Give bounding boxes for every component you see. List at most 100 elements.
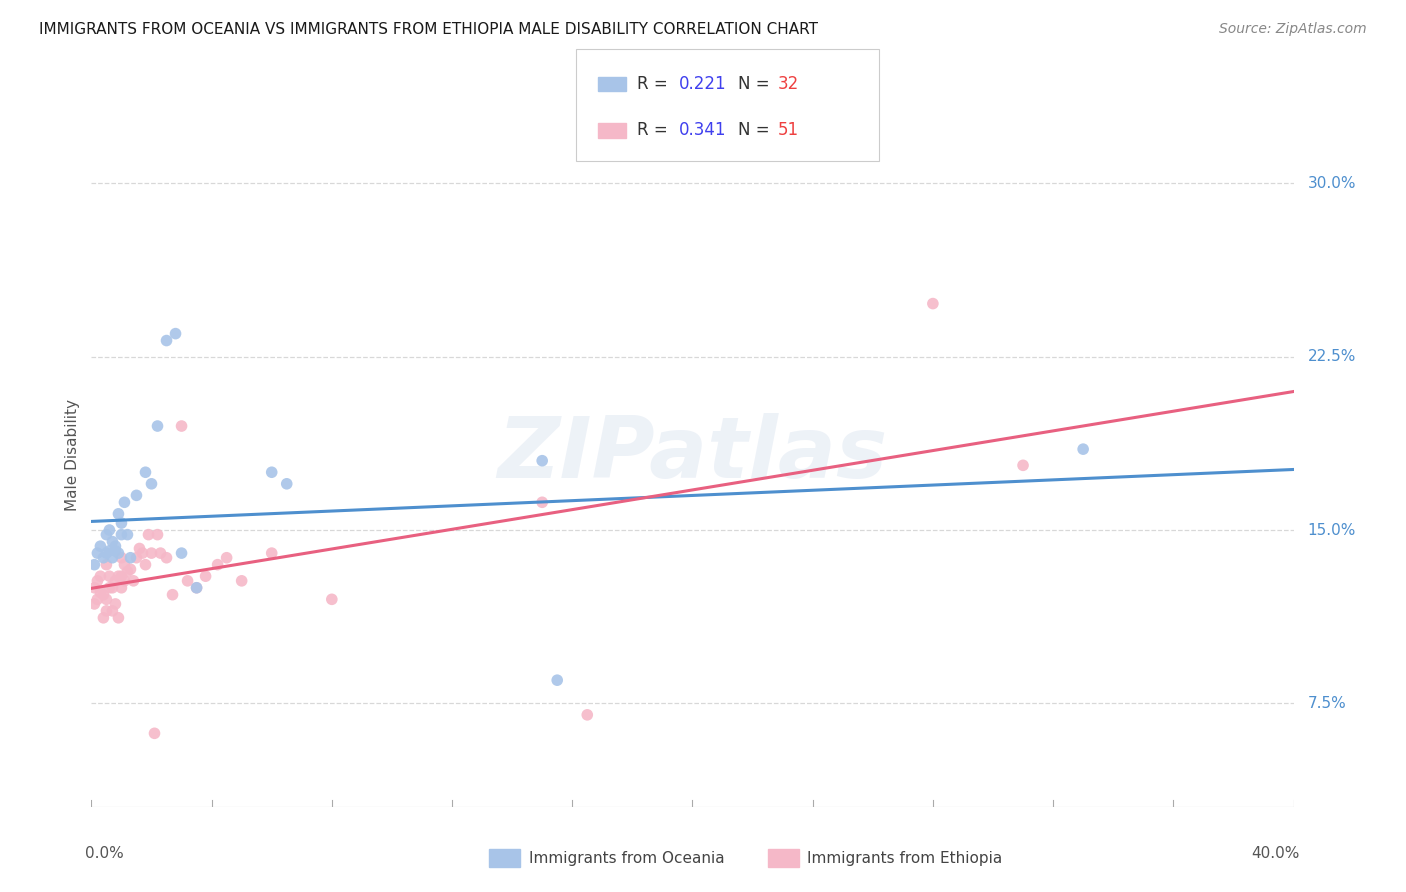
- Point: [134, 465, 156, 479]
- Point: [143, 726, 166, 740]
- Point: [96, 546, 118, 560]
- Point: [531, 453, 554, 467]
- Text: IMMIGRANTS FROM OCEANIA VS IMMIGRANTS FROM ETHIOPIA MALE DISABILITY CORRELATION : IMMIGRANTS FROM OCEANIA VS IMMIGRANTS FR…: [39, 22, 818, 37]
- Text: 0.0%: 0.0%: [86, 846, 124, 861]
- Point: [101, 550, 124, 565]
- Point: [186, 581, 208, 595]
- Point: [96, 527, 118, 541]
- Point: [117, 527, 139, 541]
- Point: [83, 581, 105, 595]
- Point: [117, 565, 139, 579]
- Text: 40.0%: 40.0%: [1251, 846, 1299, 861]
- Point: [89, 569, 111, 583]
- Point: [138, 527, 160, 541]
- Point: [104, 597, 127, 611]
- Text: 15.0%: 15.0%: [1308, 523, 1355, 538]
- Point: [110, 550, 132, 565]
- Point: [98, 543, 121, 558]
- Text: Source: ZipAtlas.com: Source: ZipAtlas.com: [1219, 22, 1367, 37]
- Point: [546, 673, 568, 688]
- Point: [120, 550, 142, 565]
- Point: [260, 546, 283, 560]
- Point: [86, 592, 108, 607]
- Text: 0.221: 0.221: [679, 75, 727, 94]
- Point: [1071, 442, 1094, 457]
- Text: N =: N =: [738, 75, 775, 94]
- Text: 0.341: 0.341: [679, 121, 727, 139]
- Point: [155, 334, 177, 348]
- Text: R =: R =: [637, 75, 673, 94]
- Point: [321, 592, 343, 607]
- Point: [155, 550, 177, 565]
- Point: [114, 558, 136, 572]
- Point: [231, 574, 253, 588]
- Point: [146, 419, 169, 434]
- Point: [86, 574, 108, 588]
- Text: Immigrants from Ethiopia: Immigrants from Ethiopia: [807, 851, 1002, 865]
- Point: [101, 604, 124, 618]
- Point: [110, 516, 132, 530]
- Point: [125, 550, 148, 565]
- Point: [101, 581, 124, 595]
- Text: 30.0%: 30.0%: [1308, 176, 1355, 191]
- Point: [107, 569, 129, 583]
- Point: [128, 541, 150, 556]
- Point: [141, 476, 163, 491]
- Point: [134, 558, 156, 572]
- Text: 7.5%: 7.5%: [1308, 696, 1346, 711]
- Text: N =: N =: [738, 121, 775, 139]
- Point: [114, 495, 136, 509]
- Point: [110, 581, 132, 595]
- Point: [83, 597, 105, 611]
- Point: [276, 476, 298, 491]
- Point: [162, 588, 184, 602]
- Point: [86, 546, 108, 560]
- Point: [125, 488, 148, 502]
- Point: [89, 585, 111, 599]
- Point: [141, 546, 163, 560]
- Point: [170, 419, 193, 434]
- Point: [207, 558, 229, 572]
- Text: R =: R =: [637, 121, 673, 139]
- Point: [149, 546, 172, 560]
- Text: 22.5%: 22.5%: [1308, 350, 1355, 364]
- Point: [104, 574, 127, 588]
- Point: [170, 546, 193, 560]
- Point: [83, 558, 105, 572]
- Point: [98, 523, 121, 537]
- Point: [146, 527, 169, 541]
- Text: Immigrants from Oceania: Immigrants from Oceania: [529, 851, 724, 865]
- Point: [104, 543, 127, 558]
- Point: [110, 569, 132, 583]
- Point: [93, 588, 115, 602]
- Point: [110, 527, 132, 541]
- Point: [922, 296, 945, 310]
- Point: [96, 604, 118, 618]
- Point: [107, 507, 129, 521]
- Text: 32: 32: [778, 75, 799, 94]
- Point: [576, 707, 599, 722]
- Point: [98, 581, 121, 595]
- Point: [93, 611, 115, 625]
- Point: [96, 558, 118, 572]
- Point: [165, 326, 187, 341]
- Point: [531, 495, 554, 509]
- Y-axis label: Male Disability: Male Disability: [65, 399, 80, 511]
- Point: [104, 539, 127, 553]
- Point: [107, 546, 129, 560]
- Point: [260, 465, 283, 479]
- Point: [89, 539, 111, 553]
- Point: [114, 574, 136, 588]
- Text: ZIPatlas: ZIPatlas: [498, 413, 887, 497]
- Point: [98, 569, 121, 583]
- Point: [122, 574, 145, 588]
- Point: [215, 550, 238, 565]
- Point: [107, 611, 129, 625]
- Point: [93, 550, 115, 565]
- Point: [131, 546, 153, 560]
- Point: [96, 592, 118, 607]
- Point: [120, 562, 142, 576]
- Point: [1012, 458, 1035, 473]
- Point: [194, 569, 217, 583]
- Point: [186, 581, 208, 595]
